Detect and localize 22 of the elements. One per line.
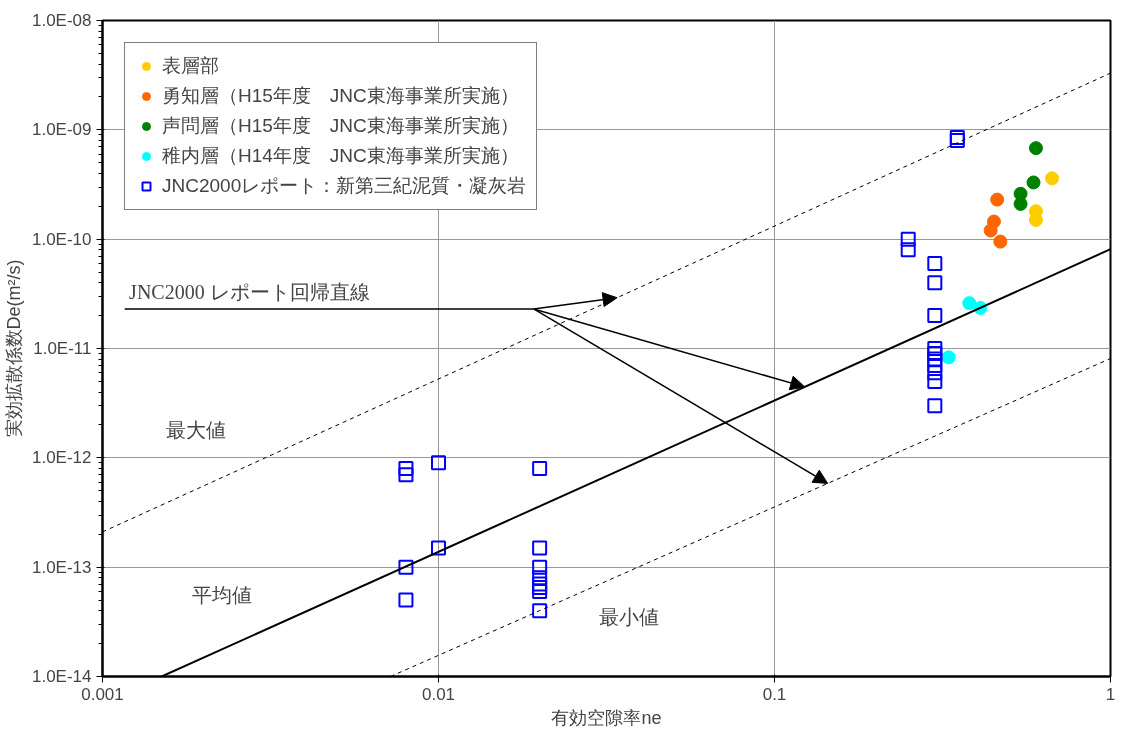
x-tick-label: 1	[1105, 684, 1116, 704]
annotation: 最小値	[598, 606, 659, 629]
annotation: 最大値	[166, 418, 227, 441]
y-axis-title: 実効拡散係数De(m²/s)	[3, 259, 24, 438]
annotation: 平均値	[192, 583, 253, 606]
y-tick-label: 1.0E-13	[31, 557, 92, 577]
annotation: JNC2000 レポート回帰直線	[129, 280, 370, 303]
x-tick-label: 0.001	[81, 684, 124, 704]
legend-label: 声問層（H15年度 JNC東海事業所実施）	[162, 114, 519, 138]
y-tick-label: 1.0E-10	[31, 229, 92, 249]
legend-label: 勇知層（H15年度 JNC東海事業所実施）	[162, 84, 519, 108]
x-tick-label: 0.01	[421, 684, 456, 704]
y-tick-label: 1.0E-11	[33, 339, 92, 358]
y-tick-label: 1.0E-08	[31, 11, 92, 30]
y-tick-label: 1.0E-12	[31, 448, 92, 468]
x-tick-label: 0.1	[762, 684, 787, 704]
y-tick-label: 1.0E-09	[31, 120, 92, 140]
legend-label: JNC2000レポート：新第三紀泥質・凝灰岩	[162, 174, 527, 198]
x-axis-title: 有効空隙率ne	[551, 707, 662, 728]
legend-label: 稚内層（H14年度 JNC東海事業所実施）	[162, 144, 519, 168]
y-tick-label: 1.0E-14	[31, 667, 92, 686]
legend-label: 表層部	[162, 54, 219, 78]
